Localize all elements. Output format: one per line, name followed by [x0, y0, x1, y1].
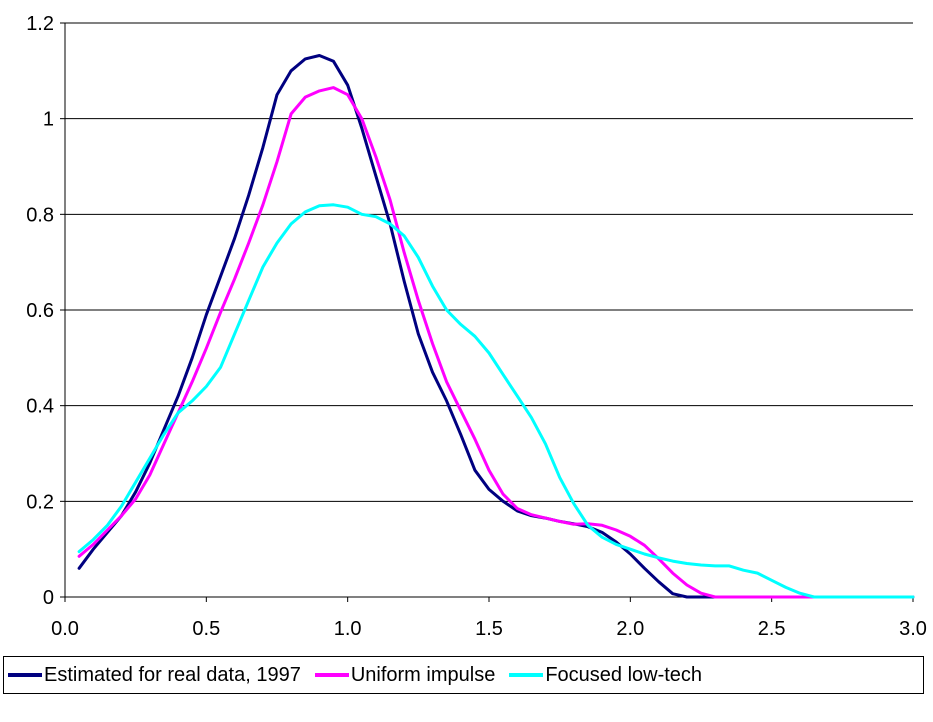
legend: Estimated for real data, 1997 Uniform imp…: [3, 656, 924, 694]
y-tick-label: 0.4: [26, 396, 54, 418]
x-tick-label: 0.0: [51, 618, 79, 640]
axes: [60, 22, 914, 602]
x-tick-label: 1.5: [475, 618, 503, 640]
y-tick-label: 1: [43, 109, 54, 131]
y-tick-label: 0.6: [26, 300, 54, 322]
x-tick-label: 0.5: [192, 618, 220, 640]
series-line-1: [77, 54, 915, 599]
series-line-2: [77, 86, 915, 599]
legend-swatch: [8, 673, 42, 677]
x-tick-label: 1.0: [334, 618, 362, 640]
series-line-3: [77, 203, 915, 599]
legend-item-2: Uniform impulse: [314, 663, 496, 687]
y-tick-label: 1.2: [26, 13, 54, 35]
legend-swatch: [509, 673, 544, 677]
legend-label: Estimated for real data, 1997: [44, 663, 301, 686]
gridlines: [65, 22, 913, 502]
legend-item-1: Estimated for real data, 1997: [8, 664, 301, 687]
legend-item-3: Focused low-tech: [509, 664, 702, 687]
plot-area: 0 0.2 0.4 0.6 0.8 1 1.2 0.0 0.5 1.0 1.5 2.0 2.5 3.0: [26, 13, 927, 640]
x-tick-label: 3.0: [899, 618, 927, 640]
y-tick-label: 0.2: [26, 491, 54, 513]
series-lines: [77, 54, 915, 599]
tick-labels: 0 0.2 0.4 0.6 0.8 1 1.2 0.0 0.5 1.0 1.5 2.0 2.5 3.0: [26, 13, 927, 640]
x-tick-label: 2.0: [616, 618, 644, 640]
legend-label: Focused low-tech: [545, 663, 703, 686]
y-tick-label: 0.8: [26, 204, 54, 226]
x-tick-label: 2.5: [758, 618, 786, 640]
y-tick-label: 0: [43, 587, 54, 609]
legend-label: Uniform impulse: [350, 663, 496, 686]
legend-swatch: [314, 673, 349, 677]
